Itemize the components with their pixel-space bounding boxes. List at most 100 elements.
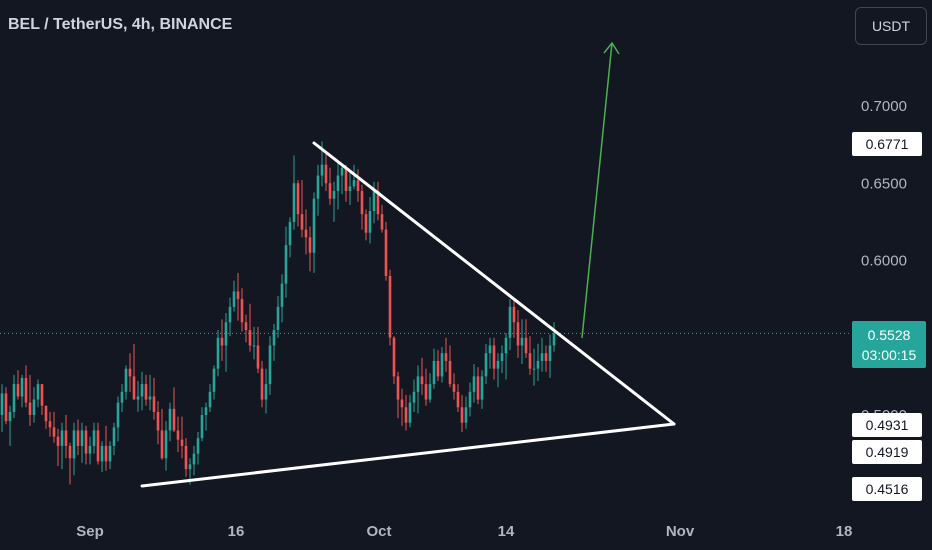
- candle-body: [344, 167, 348, 191]
- candle: [240, 288, 244, 332]
- candle-body: [328, 183, 332, 199]
- candle: [344, 164, 348, 202]
- candle: [392, 336, 396, 385]
- candle-body: [348, 186, 352, 191]
- candle: [20, 374, 24, 408]
- candle: [228, 297, 232, 337]
- countdown-label: 03:00:15: [862, 347, 917, 363]
- candle: [500, 345, 504, 374]
- projection-arrow: [581, 41, 620, 339]
- candle: [312, 192, 316, 273]
- candle: [388, 269, 392, 346]
- candle-body: [92, 430, 96, 446]
- candle-body: [220, 337, 224, 346]
- candle-body: [244, 322, 248, 331]
- candle-body: [392, 337, 396, 377]
- candle: [356, 169, 360, 202]
- candle-body: [508, 306, 512, 338]
- candle: [456, 384, 460, 412]
- price-badge-bg: [852, 440, 922, 464]
- date-tick-label: 18: [836, 523, 853, 540]
- candle-body: [276, 306, 280, 331]
- candle: [516, 309, 520, 358]
- candle-body: [216, 337, 220, 369]
- price-badge: 0.4516: [852, 477, 922, 501]
- candle: [468, 382, 472, 417]
- arrow-head-icon: [603, 41, 620, 55]
- candle-body: [512, 306, 516, 323]
- candle-body: [432, 360, 436, 385]
- candle-body: [288, 221, 292, 246]
- candle-body: [104, 445, 108, 462]
- candle: [284, 226, 288, 298]
- candle: [212, 365, 216, 400]
- candle-body: [200, 415, 204, 439]
- candle: [488, 337, 492, 369]
- chart-title: BEL / TetherUS, 4h, BINANCE: [8, 16, 233, 33]
- candle: [480, 370, 484, 409]
- candle-body: [44, 405, 48, 422]
- candle: [72, 422, 76, 476]
- candle-body: [340, 167, 344, 176]
- candle: [56, 428, 60, 466]
- candle-body: [536, 360, 540, 369]
- price-badge: 0.4931: [852, 413, 922, 437]
- last-price-label: 0.5528: [868, 327, 911, 343]
- candle-body: [24, 377, 28, 403]
- candle-body: [260, 368, 264, 400]
- candle: [384, 221, 388, 281]
- candle-body: [272, 330, 276, 346]
- candle: [548, 334, 552, 378]
- candle-body: [132, 376, 136, 400]
- candle-body: [492, 345, 496, 369]
- candle: [84, 425, 88, 465]
- candle-body: [524, 337, 528, 354]
- date-tick-label: 16: [228, 523, 245, 540]
- currency-button[interactable]: USDT: [855, 7, 927, 45]
- candle: [424, 368, 428, 406]
- candle-body: [416, 376, 420, 392]
- candle: [224, 313, 228, 372]
- candle-body: [552, 333, 556, 346]
- price-tick-label: 0.6000: [861, 253, 907, 270]
- price-badges: 0.6771 0.5528 03:00:15 0.4931 0.4919 0.4516: [852, 132, 926, 501]
- candle: [296, 180, 300, 227]
- candle-body: [300, 214, 304, 230]
- candle-body: [388, 275, 392, 338]
- candle-body: [48, 421, 52, 428]
- candle: [16, 370, 20, 400]
- price-tick-label: 0.7000: [861, 98, 907, 115]
- candle: [292, 155, 296, 230]
- candle-body: [296, 183, 300, 215]
- candle-body: [268, 345, 272, 385]
- price-badge: 0.4919: [852, 440, 922, 464]
- candle-body: [396, 376, 400, 400]
- candle: [76, 419, 80, 456]
- candle: [328, 167, 332, 205]
- candle-body: [540, 353, 544, 361]
- candle-body: [208, 391, 212, 408]
- candle-body: [124, 368, 128, 392]
- candle: [108, 441, 112, 470]
- candle: [48, 411, 52, 437]
- candle: [324, 153, 328, 191]
- candle-body: [480, 376, 484, 400]
- candle: [268, 336, 272, 395]
- candle-body: [436, 360, 440, 377]
- candle: [128, 353, 132, 392]
- candle-body: [448, 360, 452, 385]
- candle: [120, 384, 124, 412]
- candle-body: [252, 345, 256, 347]
- candle: [512, 299, 516, 338]
- candle-body: [76, 430, 80, 446]
- candle: [216, 330, 220, 377]
- candle-body: [0, 393, 4, 415]
- candle: [164, 421, 168, 471]
- candle: [80, 422, 84, 463]
- candle: [184, 438, 188, 477]
- candle-body: [52, 427, 56, 437]
- candle: [464, 396, 468, 429]
- candle-body: [456, 391, 460, 408]
- candle-body: [464, 407, 468, 423]
